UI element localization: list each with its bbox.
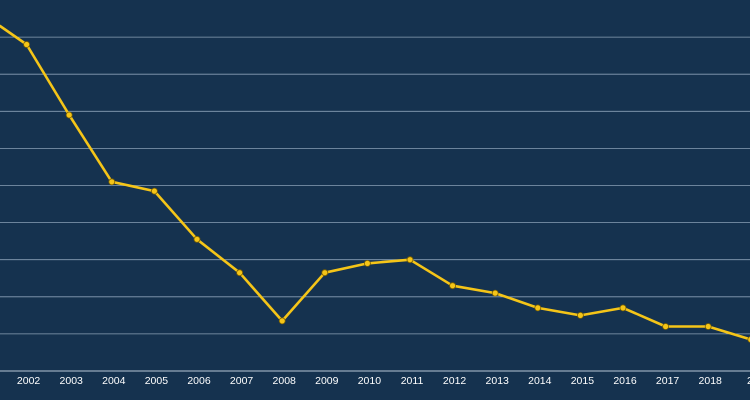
- grid-lines: [0, 36, 750, 335]
- data-point: [193, 235, 201, 243]
- x-tick-label: 2016: [613, 375, 637, 387]
- x-tick-label: 2012: [443, 375, 467, 387]
- data-point: [449, 282, 457, 290]
- x-tick-label: 2014: [528, 375, 552, 387]
- x-tick-label: 2011: [401, 375, 424, 387]
- data-points: [23, 41, 750, 343]
- x-tick-label: 2003: [60, 375, 84, 387]
- data-point: [278, 317, 286, 325]
- x-tick-label: 2004: [102, 375, 126, 387]
- data-point: [406, 256, 414, 264]
- x-tick-label: 2017: [656, 375, 680, 387]
- x-tick-label: 2010: [358, 375, 382, 387]
- data-point: [321, 269, 329, 277]
- data-point: [23, 41, 31, 48]
- data-point: [236, 269, 244, 277]
- x-tick-label: 2006: [187, 375, 211, 387]
- data-point: [150, 187, 158, 195]
- x-tick-label: 2007: [230, 375, 254, 387]
- x-tick-label: 2013: [486, 375, 510, 387]
- data-point: [363, 259, 371, 267]
- x-tick-label: 2015: [571, 375, 595, 387]
- data-point: [65, 111, 73, 119]
- data-point: [108, 178, 116, 186]
- x-tick-label: 2018: [699, 375, 723, 387]
- x-tick-label: 2008: [273, 375, 297, 387]
- data-point: [534, 304, 542, 312]
- data-point: [662, 323, 669, 330]
- x-tick-label: 2009: [315, 375, 339, 387]
- data-point: [577, 311, 584, 319]
- x-tick-label: 2002: [17, 375, 41, 387]
- x-tick-label: 2005: [145, 375, 169, 387]
- data-point: [491, 289, 499, 297]
- x-tick-label: 20: [747, 375, 750, 387]
- data-point: [747, 336, 750, 343]
- x-axis-ticks: 2002 2003 2004 2005 2006 2007 2008 2009 2010 2011…: [17, 375, 750, 387]
- data-point: [704, 323, 712, 330]
- data-point: [619, 304, 627, 312]
